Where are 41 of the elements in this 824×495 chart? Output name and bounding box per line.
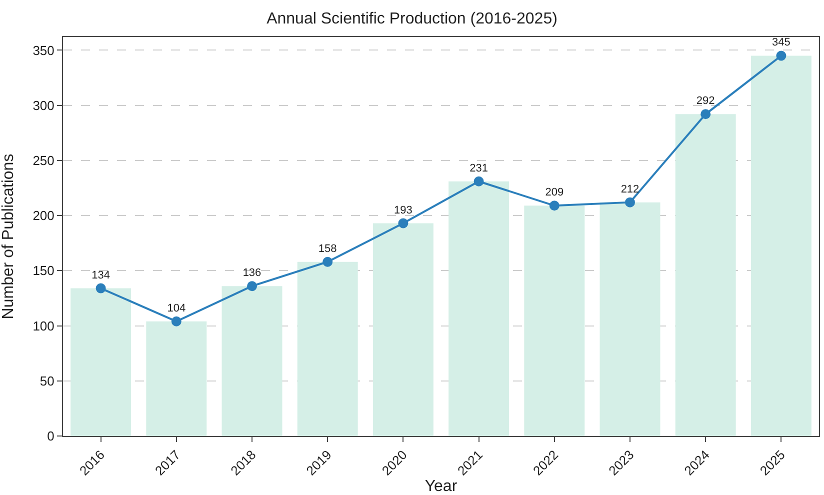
point [700,109,711,120]
bar [600,202,660,436]
bar [297,262,358,436]
point [96,283,106,294]
point [171,316,182,326]
bar [70,288,132,436]
bar [146,321,207,436]
y-tick-label: 50 [40,373,54,388]
bar [524,206,585,436]
data-label: 209 [545,186,564,199]
data-label: 292 [696,95,715,108]
bar [372,223,434,436]
y-tick-label: 250 [32,153,54,168]
point [776,50,786,61]
data-label: 104 [167,302,186,314]
y-tick-label: 100 [32,318,54,334]
y-tick-label: 350 [32,42,54,58]
bar [448,181,510,436]
bar [222,286,282,436]
point [398,218,408,228]
y-tick-label: 150 [32,263,54,278]
data-label: 193 [394,204,412,216]
y-tick-label: 200 [32,208,54,224]
bar [750,56,812,436]
data-label: 212 [620,183,640,196]
y-tick-label: 0 [47,428,54,444]
point [625,197,635,208]
bar [675,114,736,436]
data-label: 134 [92,269,110,282]
point [474,176,484,186]
y-tick-label: 300 [32,98,54,113]
point [247,281,257,292]
data-label: 231 [470,162,488,174]
y-axis-title: Number of Publications [0,154,17,320]
data-label: 345 [772,36,790,49]
data-label: 136 [242,267,262,280]
x-axis-title: Year [424,478,458,495]
chart-title: Annual Scientific Production (2016-2025) [266,10,558,28]
point [322,256,333,267]
data-label: 158 [318,242,337,255]
point [549,200,560,211]
